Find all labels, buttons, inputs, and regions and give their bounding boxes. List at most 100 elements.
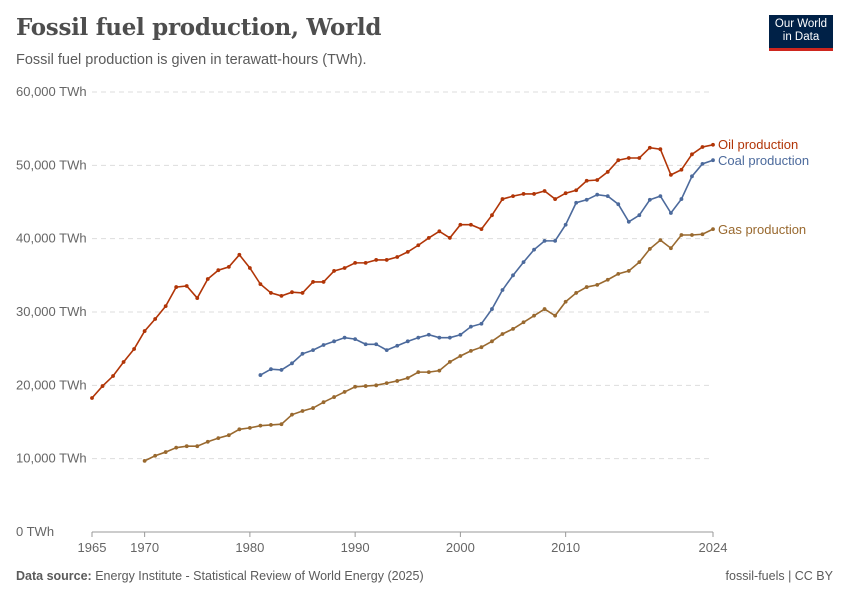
data-point [342, 335, 347, 340]
data-point [353, 260, 358, 265]
data-point [405, 339, 410, 344]
data-point [437, 335, 442, 340]
data-point [447, 335, 452, 340]
data-point [616, 202, 621, 207]
data-point [637, 213, 642, 218]
data-point [300, 409, 305, 413]
data-point [416, 243, 421, 248]
y-tick-label: 20,000 TWh [16, 377, 87, 392]
data-point [311, 348, 315, 353]
x-tick-label: 2010 [551, 540, 580, 555]
data-point [500, 197, 505, 201]
data-point [668, 172, 673, 177]
data-point [490, 213, 494, 218]
data-point [458, 354, 463, 358]
data-point [163, 304, 168, 309]
data-point [174, 285, 179, 289]
data-point [574, 291, 579, 295]
data-point [437, 368, 442, 373]
data-point [237, 427, 242, 432]
data-point [690, 233, 694, 237]
data-point [532, 247, 536, 252]
data-point [447, 359, 452, 364]
data-point [437, 229, 442, 234]
data-point [258, 282, 263, 287]
data-point [542, 189, 547, 193]
data-point [321, 400, 326, 405]
data-point [142, 458, 147, 463]
series-line-oil [91, 144, 714, 399]
data-point [626, 156, 631, 160]
y-tick-label: 50,000 TWh [16, 157, 87, 172]
data-point [647, 197, 652, 202]
data-point [553, 238, 558, 243]
data-point [595, 192, 600, 197]
data-point [511, 326, 515, 331]
data-point [679, 197, 684, 201]
data-point [100, 384, 105, 388]
data-point [479, 227, 484, 232]
data-point [711, 227, 715, 232]
data-point [447, 236, 452, 240]
data-point [469, 324, 473, 329]
data-point [363, 342, 368, 347]
data-point [563, 191, 568, 196]
data-point [247, 425, 252, 430]
x-tick-label: 1980 [235, 540, 264, 555]
data-point [532, 313, 536, 318]
data-point [500, 332, 505, 336]
data-point [679, 233, 684, 237]
source-link[interactable]: Energy Institute - Statistical Review of… [95, 569, 424, 583]
data-point [426, 332, 431, 337]
x-tick-label: 2000 [446, 540, 475, 555]
data-point [395, 255, 400, 259]
data-point [163, 450, 168, 454]
data-point [469, 348, 473, 353]
x-tick-label: 1970 [130, 540, 159, 555]
data-point [342, 266, 347, 270]
x-tick-label: 1965 [78, 540, 107, 555]
owid-logo[interactable]: Our World in Data [769, 15, 833, 51]
data-point [700, 145, 705, 149]
data-point [195, 296, 200, 300]
data-point [205, 439, 210, 444]
data-point [511, 273, 515, 278]
data-point [469, 222, 473, 227]
data-point [290, 412, 294, 417]
series-label: Oil production [718, 137, 798, 152]
data-point [321, 280, 326, 284]
data-point [500, 288, 505, 292]
data-point [226, 433, 231, 438]
data-point [616, 271, 621, 276]
license-info[interactable]: fossil-fuels | CC BY [725, 569, 833, 583]
data-point [521, 192, 526, 196]
chart-title: Fossil fuel production, World [16, 14, 382, 41]
data-point [132, 347, 137, 351]
data-point [332, 269, 336, 273]
data-point [300, 351, 305, 356]
data-point [142, 329, 147, 333]
data-point [374, 342, 379, 347]
y-tick-label: 60,000 TWh [16, 84, 87, 99]
data-point [184, 444, 189, 449]
data-point [384, 381, 389, 386]
data-point [626, 269, 631, 273]
data-point [311, 280, 315, 284]
data-point [700, 161, 705, 166]
data-point [321, 343, 326, 347]
series-line-gas [144, 228, 714, 462]
data-point [490, 339, 494, 344]
data-point [195, 444, 200, 449]
data-point [111, 374, 115, 378]
source-label: Data source: [16, 569, 92, 583]
series-label: Coal production [718, 153, 809, 168]
y-tick-label: 30,000 TWh [16, 304, 87, 319]
data-point [353, 384, 358, 389]
data-point [237, 252, 242, 257]
data-point [563, 222, 568, 227]
data-point [595, 282, 600, 287]
data-point [668, 246, 673, 251]
data-point [479, 345, 484, 350]
data-point [605, 194, 610, 199]
data-point [574, 200, 579, 205]
